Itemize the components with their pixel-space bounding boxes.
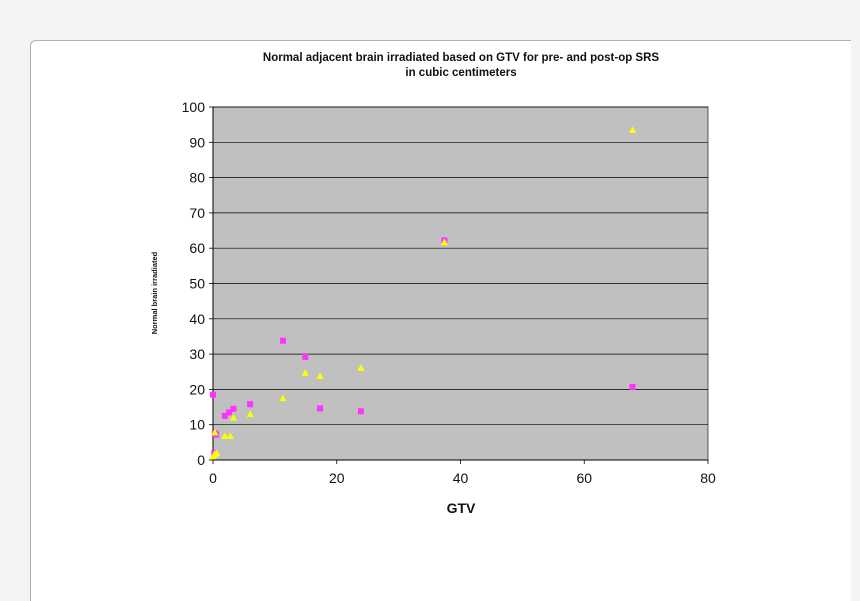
x-tick-label-60: 60 bbox=[576, 470, 592, 486]
scatter-chart: Normal adjacent brain irradiated based o… bbox=[150, 52, 716, 516]
point-triangle-12 bbox=[357, 364, 365, 371]
y-tick-label-70: 70 bbox=[189, 205, 205, 221]
point-triangle-7 bbox=[229, 414, 238, 421]
point-triangle-10 bbox=[301, 369, 309, 376]
data-points bbox=[209, 126, 637, 460]
point-square-8 bbox=[279, 337, 286, 344]
point-triangle-5 bbox=[221, 432, 229, 439]
point-triangle-13 bbox=[440, 238, 449, 246]
point-square-6 bbox=[230, 405, 237, 412]
x-tick-label-40: 40 bbox=[453, 470, 469, 486]
point-square-9 bbox=[302, 353, 309, 360]
point-triangle-14 bbox=[628, 126, 637, 133]
x-axis-label: GTV bbox=[447, 500, 476, 516]
chart-title-line-1: Normal adjacent brain irradiated based o… bbox=[263, 52, 660, 64]
y-tick-label-90: 90 bbox=[189, 134, 205, 150]
y-tick-labels: 0 10 20 30 40 50 60 70 80 90 100 bbox=[182, 99, 206, 468]
point-square-5 bbox=[226, 409, 233, 416]
axes bbox=[212, 107, 708, 461]
chart-figure: Normal adjacent brain irradiated based o… bbox=[148, 48, 718, 516]
y-tick-label-40: 40 bbox=[189, 311, 205, 327]
point-square-0 bbox=[210, 391, 216, 398]
point-triangle-9 bbox=[279, 394, 287, 402]
point-triangle-8 bbox=[246, 410, 254, 417]
point-triangle-3 bbox=[213, 449, 221, 456]
x-tick-label-20: 20 bbox=[329, 470, 345, 486]
point-square-7 bbox=[247, 401, 254, 408]
point-triangle-6 bbox=[226, 432, 234, 439]
y-tick-label-20: 20 bbox=[189, 381, 205, 397]
point-square-11 bbox=[357, 408, 364, 415]
point-triangle-4 bbox=[211, 428, 219, 436]
y-tick-label-10: 10 bbox=[189, 417, 205, 433]
gridlines bbox=[209, 106, 709, 464]
point-square-13 bbox=[629, 383, 636, 390]
x-tick-labels: 0 20 40 60 80 bbox=[209, 470, 716, 486]
y-tick-label-50: 50 bbox=[189, 276, 205, 292]
x-tick-label-80: 80 bbox=[700, 470, 716, 486]
point-square-4 bbox=[221, 412, 228, 419]
point-square-10 bbox=[317, 405, 324, 412]
y-tick-label-60: 60 bbox=[189, 240, 205, 256]
y-tick-label-100: 100 bbox=[182, 99, 206, 115]
y-tick-label-0: 0 bbox=[197, 452, 205, 468]
y-axis-label: Normal brain irradiated bbox=[150, 251, 159, 334]
point-triangle-11 bbox=[316, 372, 324, 379]
chart-title-line-2: in cubic centimeters bbox=[405, 67, 516, 79]
x-tick-label-0: 0 bbox=[209, 470, 217, 486]
y-tick-label-30: 30 bbox=[189, 346, 205, 362]
y-tick-label-80: 80 bbox=[189, 170, 205, 186]
